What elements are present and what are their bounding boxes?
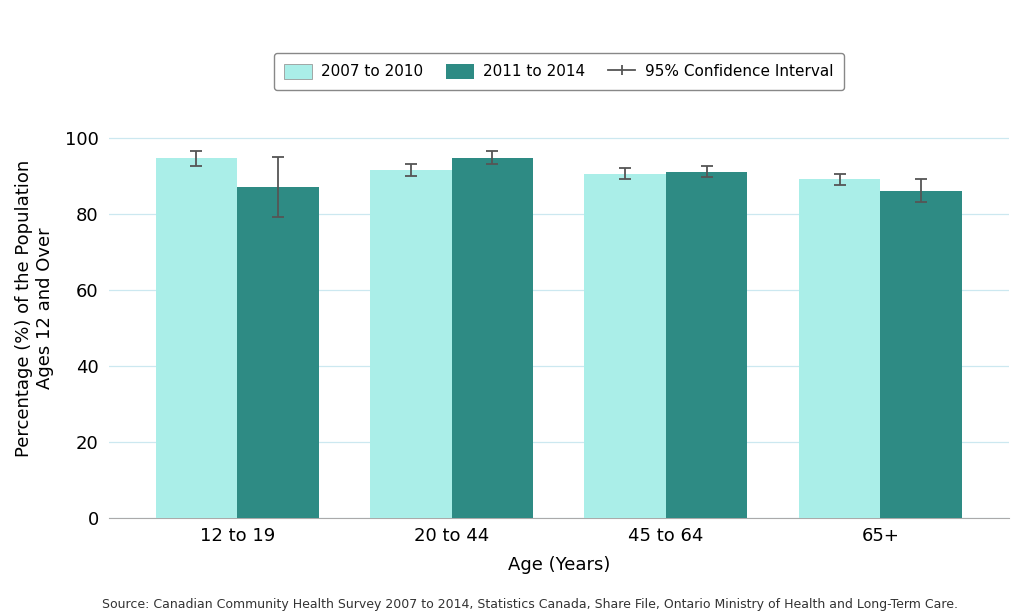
Text: Source: Canadian Community Health Survey 2007 to 2014, Statistics Canada, Share : Source: Canadian Community Health Survey…	[102, 598, 958, 611]
Bar	[799, 179, 881, 518]
Bar	[585, 174, 666, 518]
Bar	[370, 170, 452, 518]
Bar	[881, 191, 962, 518]
Bar	[156, 158, 238, 518]
Y-axis label: Percentage (%) of the Population
Ages 12 and Over: Percentage (%) of the Population Ages 12…	[15, 160, 54, 457]
Legend: 2007 to 2010, 2011 to 2014, 95% Confidence Interval: 2007 to 2010, 2011 to 2014, 95% Confiden…	[273, 53, 844, 90]
Bar	[238, 187, 318, 518]
Bar	[452, 158, 534, 518]
Bar	[666, 172, 748, 518]
X-axis label: Age (Years): Age (Years)	[508, 556, 610, 575]
